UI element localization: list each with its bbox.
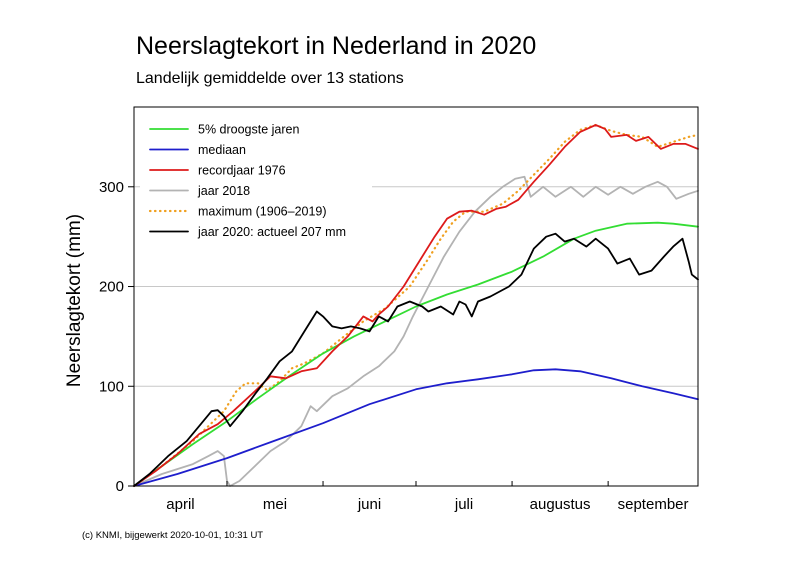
series-layer — [132, 123, 700, 488]
legend-label: jaar 2020: actueel 207 mm — [197, 225, 346, 239]
legend-label: mediaan — [198, 143, 246, 157]
series-line — [133, 221, 699, 487]
legend-label: maximum (1906–2019) — [198, 205, 327, 219]
x-tick-label: juli — [454, 496, 473, 513]
legend-label: jaar 2018 — [197, 184, 250, 198]
x-tick-label: september — [618, 496, 689, 513]
y-tick-label: 200 — [99, 279, 124, 296]
chart-title: Neerslagtekort in Nederland in 2020 — [136, 32, 537, 60]
axis-ticks: 0 100 200 300 april mei juni juli augustus septem… — [99, 179, 689, 513]
x-tick-label: mei — [263, 496, 287, 513]
credit-line: (c) KNMI, bijgewerkt 2020-10-01, 10:31 U… — [82, 530, 264, 541]
series-line — [133, 175, 699, 487]
y-axis-label: Neerslagtekort (mm) — [64, 214, 85, 387]
legend-background — [140, 113, 372, 253]
series-line — [133, 368, 699, 487]
chart-subtitle: Landelijk gemiddelde over 13 stations — [136, 70, 404, 87]
x-tick-label: april — [166, 496, 194, 513]
y-tick-label: 300 — [99, 179, 124, 196]
series-line — [132, 123, 700, 488]
x-tick-label: juni — [357, 496, 381, 513]
y-tick-label: 100 — [99, 378, 124, 395]
x-tick-label: augustus — [530, 496, 591, 513]
series-line — [133, 232, 699, 487]
y-tick-label: 0 — [116, 478, 124, 495]
legend-label: recordjaar 1976 — [198, 164, 286, 178]
legend-label: 5% droogste jaren — [198, 123, 300, 137]
legend: 5% droogste jaren mediaan recordjaar 1976 j… — [140, 113, 372, 253]
